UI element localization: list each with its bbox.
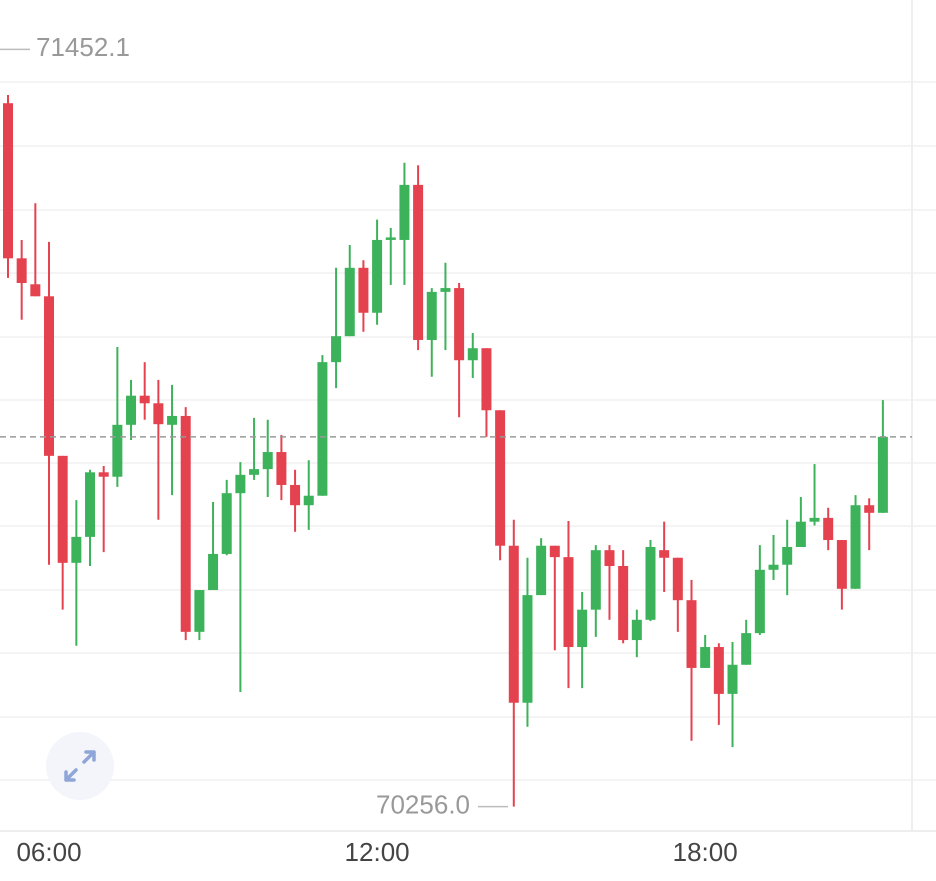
candle-body — [44, 296, 55, 456]
candle-body — [180, 415, 191, 632]
candle-body — [836, 540, 847, 589]
candle-body — [631, 619, 642, 641]
candle-body — [454, 288, 465, 361]
x-tick-label: 06:00 — [16, 837, 81, 867]
candle-body — [426, 291, 437, 340]
candle-body — [317, 362, 328, 496]
candle-body — [604, 550, 615, 566]
candle-body — [372, 239, 383, 313]
candle-body — [16, 258, 27, 283]
candle-body — [358, 267, 369, 313]
candle-body — [331, 336, 342, 363]
candle-body — [208, 553, 219, 591]
candle-body — [126, 395, 137, 425]
candle-body — [235, 474, 246, 494]
candle-body — [290, 484, 301, 506]
candle-body — [672, 557, 683, 601]
candle-body — [713, 647, 724, 694]
candle-body — [768, 564, 779, 570]
candle-body — [344, 267, 355, 337]
candle-body — [303, 495, 314, 506]
candle-body — [98, 472, 109, 477]
candle-body — [795, 521, 806, 548]
candle-body — [754, 569, 765, 634]
candle-body — [782, 547, 793, 565]
candle-body — [481, 348, 492, 411]
candle-body — [413, 184, 424, 340]
candle-body — [590, 550, 601, 610]
candle-body — [71, 536, 82, 563]
candle-body — [809, 517, 820, 522]
candle-body — [112, 424, 123, 477]
candle-body — [262, 452, 273, 470]
candle-body — [536, 545, 547, 596]
candle-body — [495, 410, 506, 546]
candle-body — [877, 436, 888, 513]
candle-body — [645, 547, 656, 620]
candle-body — [276, 452, 287, 485]
min-marker-label: 70256.0 — [376, 789, 470, 819]
expand-button-bg[interactable] — [46, 732, 114, 800]
candle-body — [577, 609, 588, 648]
candle-body — [385, 237, 396, 240]
grid — [0, 0, 936, 832]
candle-body — [686, 600, 697, 668]
candle-body — [864, 505, 875, 513]
candle-body — [618, 565, 629, 641]
x-tick-label: 18:00 — [673, 837, 738, 867]
x-tick-label: 12:00 — [345, 837, 410, 867]
candle-body — [563, 557, 574, 648]
candle-body — [167, 415, 178, 425]
candle-body — [399, 184, 410, 240]
candle-body — [700, 647, 711, 668]
candle-body — [522, 595, 533, 703]
candle-body — [57, 455, 68, 563]
candle-body — [139, 395, 150, 404]
candle-body — [823, 517, 834, 541]
candle-body — [249, 469, 260, 475]
expand-icon[interactable] — [64, 750, 96, 782]
candle-body — [850, 505, 861, 589]
expand-button[interactable] — [46, 732, 114, 800]
candle-body — [30, 284, 41, 297]
candle-body — [440, 288, 451, 292]
candle-body — [549, 545, 560, 558]
candle-body — [85, 472, 96, 537]
candle-body — [194, 590, 205, 632]
candle-body — [508, 545, 519, 703]
candle-body — [741, 633, 752, 665]
candle-body — [153, 403, 164, 425]
max-marker-label: 71452.1 — [36, 32, 130, 62]
candle-body — [659, 550, 670, 558]
candle-body — [727, 664, 738, 694]
candle-body — [221, 493, 232, 554]
candle-body — [467, 348, 478, 361]
candle-body — [3, 103, 13, 259]
